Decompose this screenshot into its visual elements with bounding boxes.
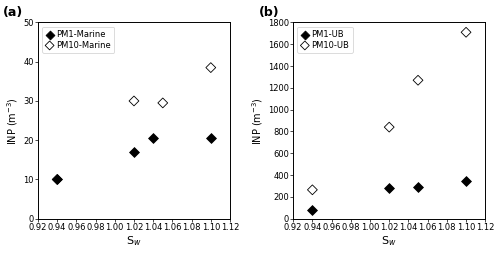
- PM10-UB: [414, 78, 422, 82]
- PM1-UB: [414, 184, 422, 188]
- PM10-Marine: [53, 178, 61, 182]
- Legend: PM1-Marine, PM10-Marine: PM1-Marine, PM10-Marine: [42, 27, 115, 53]
- X-axis label: S$_w$: S$_w$: [126, 235, 142, 248]
- Text: (a): (a): [4, 6, 24, 19]
- PM1-Marine: [53, 178, 61, 182]
- PM10-UB: [462, 30, 470, 34]
- PM10-Marine: [159, 101, 167, 105]
- PM1-Marine: [130, 150, 138, 154]
- PM10-UB: [308, 188, 316, 192]
- PM1-Marine: [207, 136, 215, 140]
- PM1-UB: [308, 208, 316, 212]
- PM1-UB: [462, 179, 470, 183]
- Text: (b): (b): [258, 6, 279, 19]
- PM10-Marine: [207, 66, 215, 70]
- Y-axis label: INP (m$^{-3}$): INP (m$^{-3}$): [6, 97, 20, 145]
- PM1-UB: [385, 186, 393, 190]
- PM1-Marine: [149, 136, 157, 140]
- PM10-Marine: [130, 99, 138, 103]
- Y-axis label: INP (m$^{-3}$): INP (m$^{-3}$): [250, 97, 265, 145]
- X-axis label: S$_w$: S$_w$: [382, 235, 397, 248]
- Legend: PM1-UB, PM10-UB: PM1-UB, PM10-UB: [298, 27, 352, 53]
- PM10-UB: [385, 125, 393, 129]
